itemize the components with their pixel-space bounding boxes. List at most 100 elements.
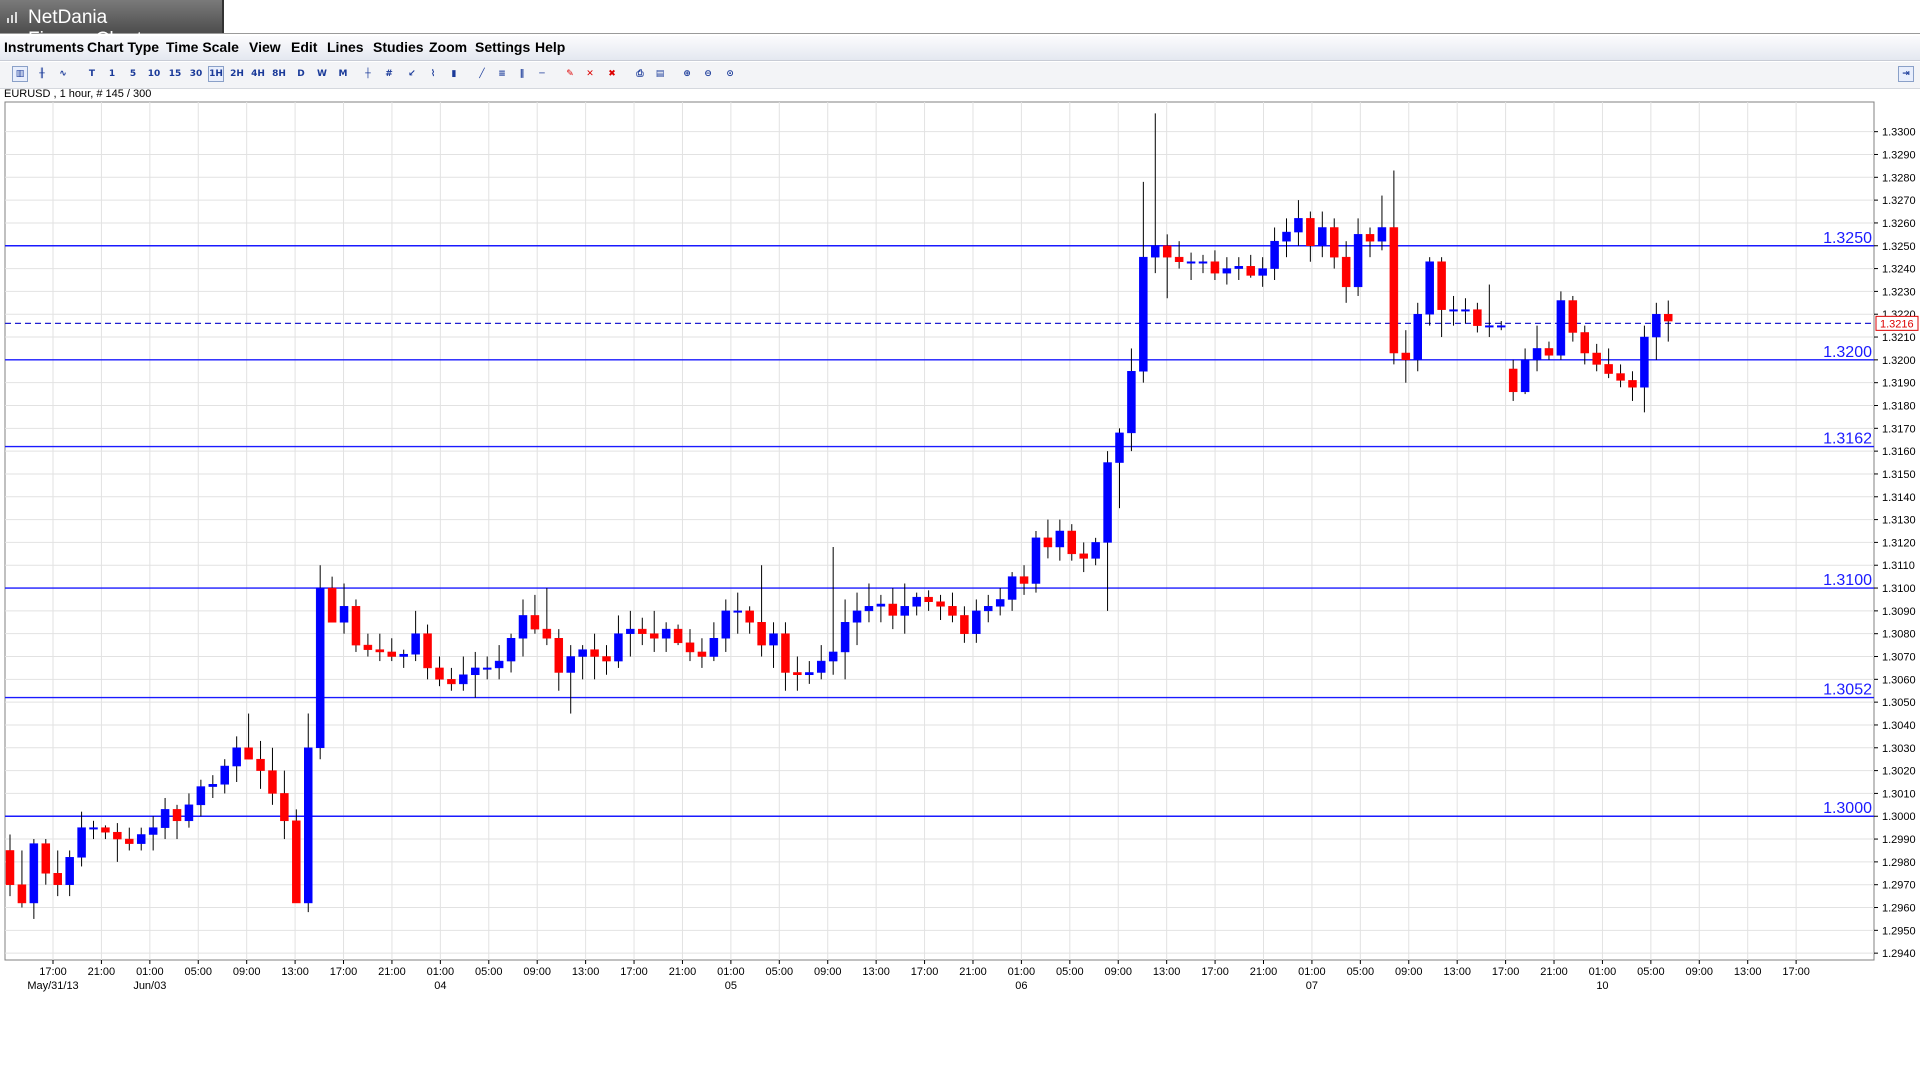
menu-edit[interactable]: Edit — [291, 39, 318, 55]
candle-body — [936, 601, 945, 607]
timeframe-8h-button[interactable]: 8H — [272, 69, 286, 79]
trendline-icon[interactable]: ╱ — [479, 69, 485, 79]
menu-lines[interactable]: Lines — [327, 39, 364, 55]
timeframe-30-button[interactable]: 30 — [189, 69, 203, 79]
menu-settings[interactable]: Settings — [475, 39, 531, 55]
horizontal-line-icon[interactable]: ─ — [539, 69, 545, 79]
menu-view[interactable]: View — [249, 39, 281, 55]
candle-body — [1258, 268, 1267, 276]
x-tick-label: 21:00 — [88, 966, 116, 978]
menu-bar: Instruments Chart Type Time Scale View E… — [0, 36, 1920, 61]
print-preview-icon[interactable]: ▤ — [655, 69, 665, 79]
candle-body — [1652, 313, 1661, 338]
y-tick-label: 1.2980 — [1882, 857, 1916, 869]
candle-body — [852, 610, 862, 623]
timeframe-m-button[interactable]: M — [338, 69, 348, 79]
timeframe-5-button[interactable]: 5 — [129, 69, 137, 79]
timeframe-1h-button[interactable]: 1H — [208, 66, 224, 82]
candle-body — [1628, 380, 1637, 388]
menu-help[interactable]: Help — [535, 39, 566, 55]
print-icon[interactable]: ⎙ — [636, 69, 644, 79]
candle-body — [578, 649, 587, 657]
candle-body — [1210, 261, 1220, 274]
candle-body — [1162, 245, 1172, 258]
menu-chart-type[interactable]: Chart Type — [87, 39, 160, 55]
candle-body — [399, 653, 408, 657]
x-date-label: 06 — [1015, 980, 1027, 992]
fibonacci-icon[interactable]: ≡ — [498, 69, 506, 79]
delete-line-icon[interactable]: ✎ — [566, 69, 574, 79]
candle-body — [948, 606, 957, 616]
candle-body — [411, 633, 420, 655]
candle-body — [375, 649, 385, 653]
x-tick-label: 09:00 — [233, 966, 261, 978]
candle-body — [363, 644, 373, 650]
x-date-label: May/31/13 — [27, 980, 78, 992]
y-tick-label: 1.3000 — [1882, 811, 1916, 823]
candlestick-chart[interactable]: 17:00 21:00 01:00 05:00 09:00 13:00 17:00 21:00… — [0, 100, 1920, 1030]
candle-body — [924, 596, 933, 602]
y-tick-label: 1.3240 — [1882, 264, 1916, 276]
candle-body — [125, 838, 134, 844]
x-tick-label: 05:00 — [766, 966, 794, 978]
candle-body — [1520, 359, 1530, 393]
chart-type-bar-icon[interactable]: ╫ — [39, 69, 45, 79]
timeframe-10-button[interactable]: 10 — [147, 69, 161, 79]
y-tick-label: 1.3140 — [1882, 492, 1916, 504]
detach-window-icon[interactable]: ⇥ — [1898, 66, 1914, 82]
zoom-in-icon[interactable]: ⊕ — [683, 69, 691, 79]
candle-body — [1353, 234, 1363, 288]
menu-studies[interactable]: Studies — [373, 39, 424, 55]
channel-icon[interactable]: ∥ — [519, 69, 525, 79]
timeframe-w-button[interactable]: W — [317, 69, 327, 79]
candle-body — [101, 827, 110, 833]
toolbar: ▥ ╫ ∿ T 1 5 10 15 30 1H 2H 4H 8H D W M ┼… — [0, 62, 1920, 89]
candle-body — [542, 628, 552, 639]
chart-type-candle-icon[interactable]: ▥ — [12, 66, 28, 82]
candle-body — [1425, 261, 1434, 315]
timeframe-15-button[interactable]: 15 — [168, 69, 182, 79]
y-tick-label: 1.2970 — [1882, 880, 1916, 892]
candle-body — [268, 770, 277, 794]
candle-body — [1640, 336, 1649, 388]
x-tick-label: 01:00 — [1298, 966, 1326, 978]
delete-all-icon[interactable]: ✖ — [608, 69, 616, 79]
candle-body — [1139, 256, 1148, 372]
menu-zoom[interactable]: Zoom — [429, 39, 468, 55]
candle-body — [984, 606, 993, 612]
menu-instruments[interactable]: Instruments — [4, 39, 85, 55]
delete-icon[interactable]: ✕ — [586, 69, 594, 79]
x-tick-label: 01:00 — [1589, 966, 1617, 978]
support-resistance-label: 1.3052 — [1823, 682, 1872, 699]
indicator-icon[interactable]: ⌇ — [430, 69, 436, 79]
y-tick-label: 1.3210 — [1882, 332, 1916, 344]
timeframe-d-button[interactable]: D — [297, 69, 305, 79]
candle-body — [530, 615, 540, 630]
candle-body — [1198, 261, 1208, 264]
timeframe-4h-button[interactable]: 4H — [251, 69, 265, 79]
candle-body — [1329, 227, 1339, 258]
draw-line-icon[interactable]: ↙ — [408, 69, 416, 79]
grid-icon[interactable]: # — [385, 69, 393, 79]
candle-body — [1568, 300, 1578, 333]
zoom-reset-icon[interactable]: ⊙ — [726, 69, 734, 79]
zoom-out-icon[interactable]: ⊖ — [704, 69, 712, 79]
timeframe-1-button[interactable]: 1 — [108, 69, 116, 79]
timeframe-2h-button[interactable]: 2H — [230, 69, 244, 79]
chart-type-line-icon[interactable]: ∿ — [59, 69, 67, 79]
candle-body — [244, 747, 253, 760]
y-tick-label: 1.3080 — [1882, 629, 1916, 641]
candle-body — [1389, 227, 1399, 354]
candle-body — [1306, 218, 1315, 247]
candle-body — [673, 628, 683, 644]
timeframe-t-button[interactable]: T — [88, 69, 96, 79]
candle-body — [876, 603, 886, 607]
candle-body — [1664, 313, 1673, 322]
volume-icon[interactable]: ▮ — [451, 69, 457, 79]
app-tab[interactable]: NetDania FinanceChart — [0, 0, 224, 50]
candle-body — [89, 827, 98, 830]
y-tick-label: 1.3230 — [1882, 286, 1916, 298]
candle-body — [828, 651, 838, 662]
crosshair-icon[interactable]: ┼ — [365, 69, 371, 79]
menu-time-scale[interactable]: Time Scale — [166, 39, 239, 55]
